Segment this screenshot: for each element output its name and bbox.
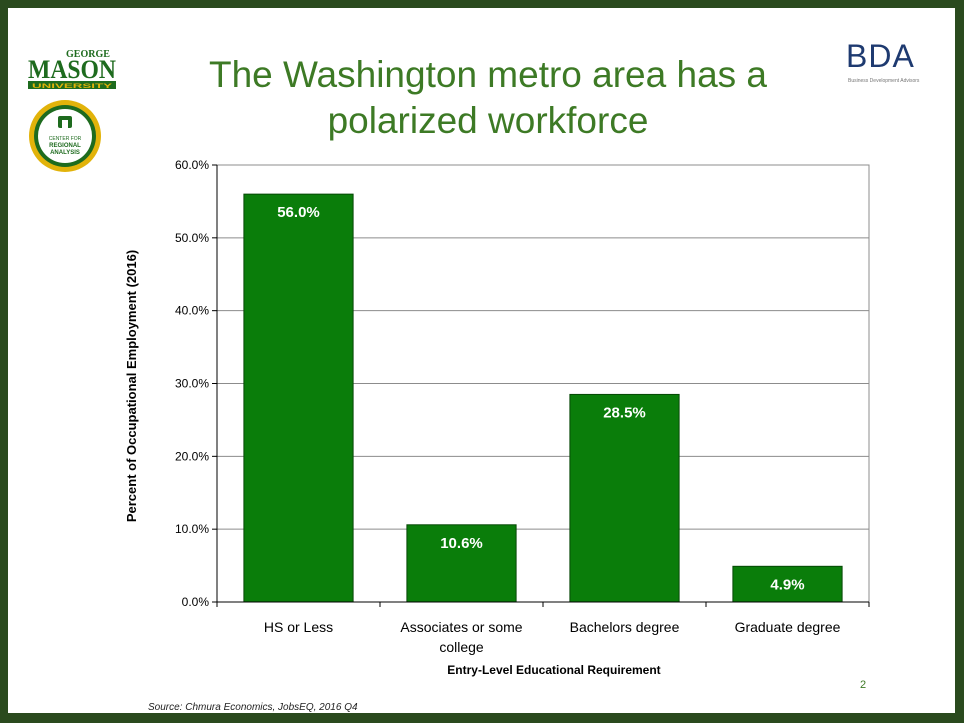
- y-axis-title: Percent of Occupational Employment (2016…: [124, 250, 139, 522]
- y-tick-label: 30.0%: [175, 377, 209, 391]
- bar-data-label: 56.0%: [277, 204, 320, 221]
- bar: [569, 393, 680, 603]
- bar-data-label: 28.5%: [603, 404, 646, 421]
- gmu-logo: GEORGE MASON UNIVERSITY: [28, 49, 116, 90]
- y-tick-label: 50.0%: [175, 231, 209, 245]
- bda-logo-text: BDA: [846, 38, 915, 74]
- cra-logo: CENTER FOR REGIONAL ANALYSIS: [29, 100, 101, 172]
- y-tick-label: 10.0%: [175, 522, 209, 536]
- axes: [212, 164, 870, 607]
- bar-chart: 0.0% 10.0% 20.0% 30.0% 40.0% 50.0% 60.0% 56.0% H…: [124, 158, 870, 677]
- bar: [732, 565, 843, 603]
- title-line-1: The Washington metro area has a: [208, 54, 768, 95]
- page-number: 2: [860, 679, 867, 691]
- y-tick-label: 40.0%: [175, 304, 209, 318]
- source-note: Source: Chmura Economics, JobsEQ, 2016 Q…: [148, 702, 358, 713]
- title-line-2: polarized workforce: [327, 100, 649, 141]
- bda-logo-subtitle: Business Development Advisors: [848, 78, 920, 84]
- bar-data-label: 4.9%: [770, 576, 804, 593]
- y-tick-label: 60.0%: [175, 158, 209, 172]
- labels: 0.0% 10.0% 20.0% 30.0% 40.0% 50.0% 60.0% 56.0% H…: [175, 158, 841, 655]
- x-tick-label: Associates or some college: [400, 619, 522, 655]
- cra-logo-line2: REGIONAL: [49, 143, 81, 149]
- bars: [243, 193, 843, 603]
- slide-title: The Washington metro area has a polarize…: [168, 52, 808, 144]
- x-tick-label: HS or Less: [264, 619, 333, 635]
- bar-data-label: 10.6%: [440, 535, 483, 552]
- cra-logo-line3: ANALYSIS: [50, 150, 80, 156]
- x-axis-title: Entry-Level Educational Requirement: [447, 663, 660, 677]
- cra-logo-line1: CENTER FOR: [49, 136, 82, 142]
- slide: GEORGE MASON UNIVERSITY CENTER FOR REGIO…: [8, 8, 955, 713]
- bar: [243, 193, 354, 603]
- x-tick-label: Graduate degree: [735, 619, 841, 635]
- bar: [406, 524, 517, 603]
- gmu-logo-top: GEORGE: [66, 49, 110, 60]
- y-tick-label: 0.0%: [182, 595, 210, 609]
- gmu-logo-main: MASON: [28, 55, 116, 84]
- bda-logo: BDA Business Development Advisors: [846, 38, 941, 88]
- gmu-logo-bottom: UNIVERSITY: [32, 83, 113, 90]
- x-tick-label: Bachelors degree: [570, 619, 680, 635]
- y-tick-label: 20.0%: [175, 449, 209, 463]
